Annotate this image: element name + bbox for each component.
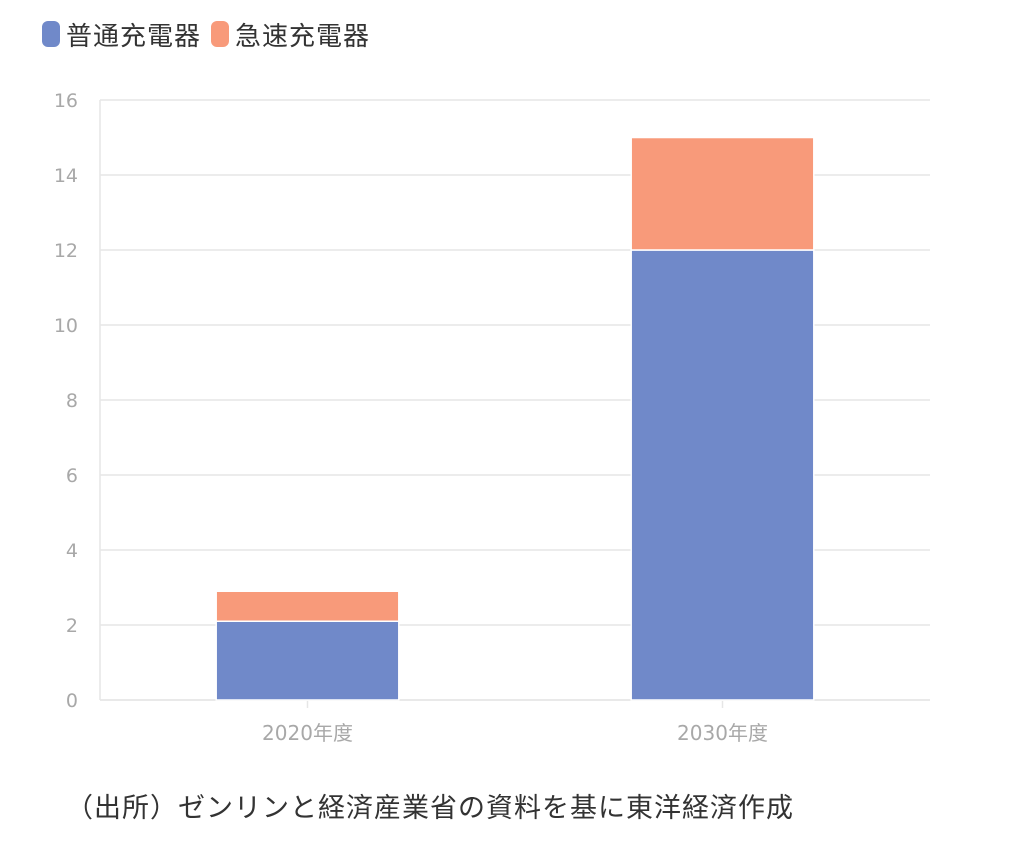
x-tick-label-0: 2020年度 [262, 721, 353, 745]
legend-swatch-regular-charger [42, 21, 60, 47]
y-tick-label-10: 10 [54, 315, 78, 337]
x-tick-label-1: 2030年度 [677, 721, 768, 745]
bar-fast-0 [215, 590, 400, 622]
bar-fast-1 [630, 136, 815, 251]
tick-labels: 0 2 4 6 8 10 12 14 16 2020年度 2030年度 [54, 90, 768, 745]
legend-label-regular-charger: 普通充電器 [66, 21, 202, 52]
y-tick-label-14: 14 [54, 165, 78, 187]
legend-label-fast-charger: 急速充電器 [235, 21, 371, 52]
bar-regular-0 [215, 620, 400, 701]
y-tick-label-16: 16 [54, 90, 78, 112]
source-note: （出所）ゼンリンと経済産業省の資料を基に東洋経済作成 [66, 793, 794, 824]
y-tick-label-12: 12 [54, 240, 78, 262]
chart-legend: 普通充電器 急速充電器 [42, 12, 380, 56]
legend-swatch-fast-charger [211, 21, 230, 47]
legend-item-fast-charger[interactable]: 急速充電器 [211, 16, 370, 53]
bar-regular-1 [630, 249, 815, 701]
legend-item-regular-charger[interactable]: 普通充電器 [42, 16, 201, 53]
y-tick-label-8: 8 [66, 390, 78, 412]
bars [215, 136, 815, 701]
y-tick-label-0: 0 [66, 690, 78, 712]
y-tick-label-2: 2 [66, 615, 78, 637]
y-tick-label-4: 4 [66, 540, 78, 562]
y-tick-label-6: 6 [66, 465, 78, 487]
stacked-bar-chart: 0 2 4 6 8 10 12 14 16 2020年度 2030年度 [54, 90, 930, 745]
